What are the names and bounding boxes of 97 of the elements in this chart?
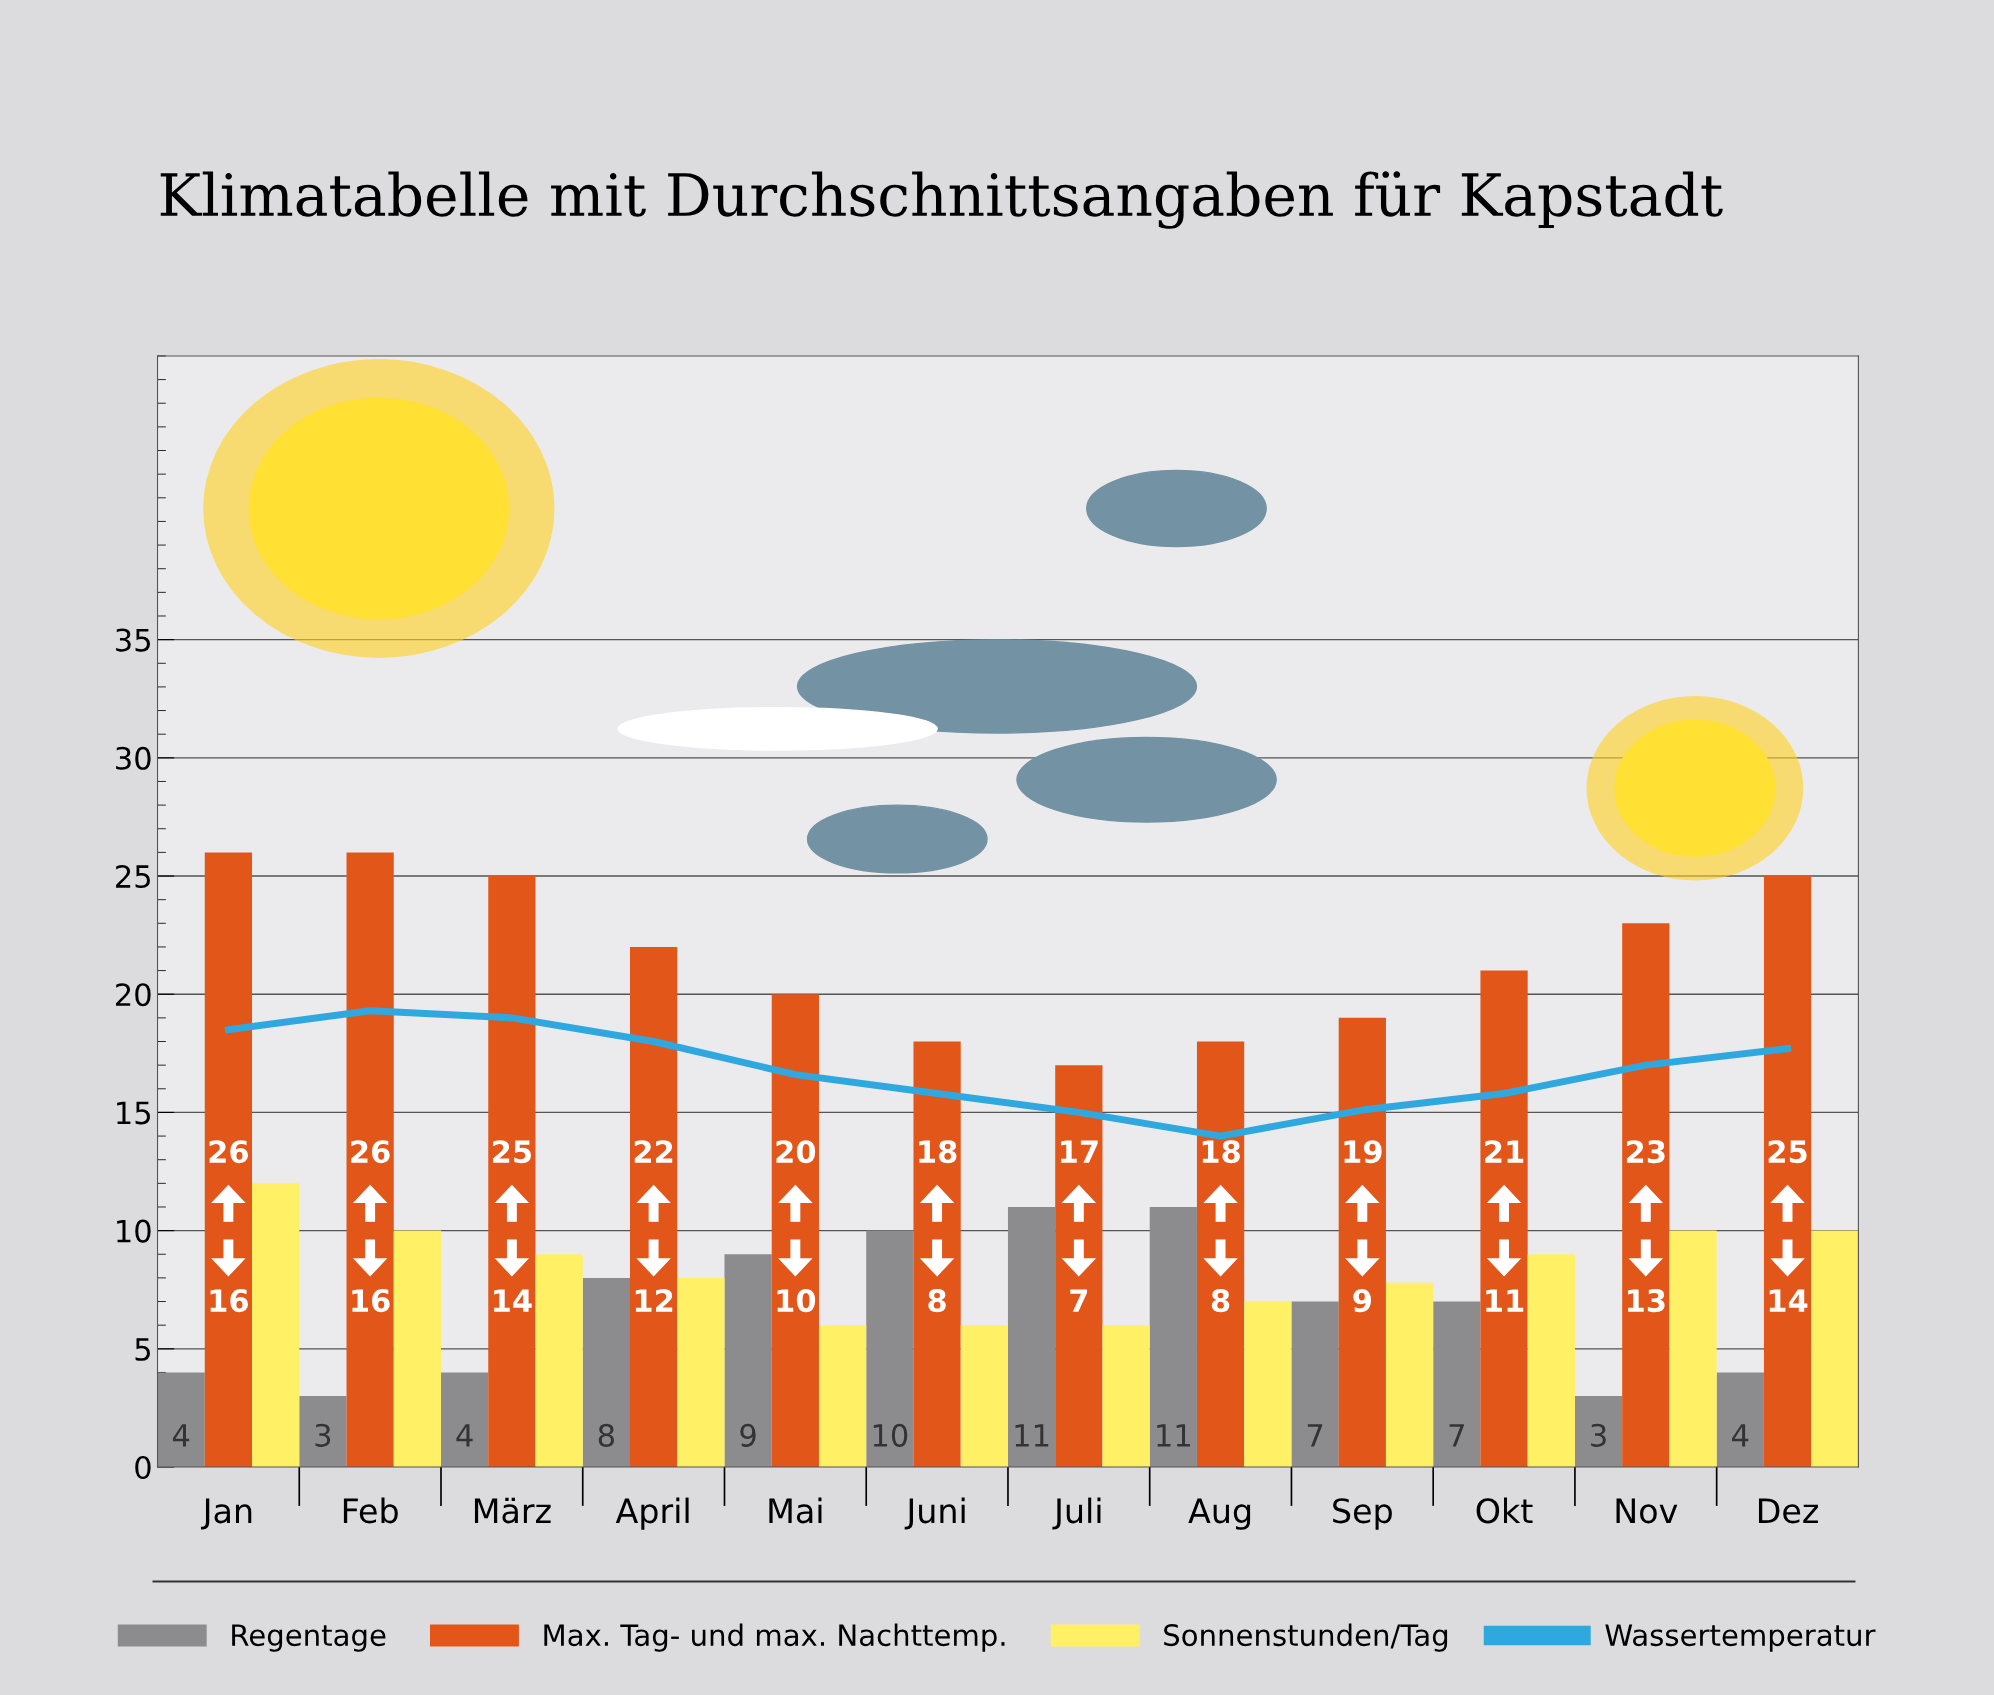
legend-label: Max. Tag- und max. Nachttemp. (544, 1623, 1005, 1652)
bar (677, 1277, 725, 1468)
annotation: 14 (1769, 1289, 1808, 1312)
legend-label: Regentage (232, 1624, 386, 1652)
y-tick-label: 5 (135, 1338, 150, 1361)
bar (299, 1396, 347, 1468)
bar (1055, 1065, 1103, 1468)
x-tick-label: Sep (1333, 1498, 1392, 1530)
legend-label: Wassertemperatur (1605, 1624, 1876, 1652)
x-tick-label: Feb (343, 1497, 398, 1524)
bar (1527, 1254, 1575, 1468)
bar (1338, 1017, 1386, 1468)
bar (204, 852, 253, 1468)
x-tick-label: Aug (1188, 1498, 1251, 1530)
y-tick-label: 30 (116, 746, 151, 770)
annotation: 16 (352, 1289, 390, 1313)
data-label: 3 (315, 1423, 331, 1447)
data-label: 23 (1626, 1140, 1665, 1164)
bar (346, 852, 394, 1468)
data-label: 25 (1768, 1140, 1807, 1164)
data-label: 17 (1061, 1140, 1098, 1163)
y-tick-label: 20 (116, 983, 151, 1007)
bar (1291, 1301, 1339, 1468)
x-tick-label: Juli (1052, 1497, 1101, 1530)
data-label: 21 (1485, 1140, 1524, 1163)
bar (1244, 1301, 1292, 1468)
data-label: 4 (456, 1424, 473, 1447)
bar (1385, 1282, 1434, 1468)
annotation: 8 (928, 1289, 946, 1313)
bar (629, 946, 678, 1468)
y-tick-label: 25 (116, 864, 150, 889)
bar (1102, 1325, 1150, 1468)
annotation: 9 (1353, 1289, 1371, 1313)
x-tick-label: März (474, 1497, 551, 1524)
bar (1480, 970, 1528, 1468)
bar (582, 1277, 630, 1468)
data-label: 11 (1015, 1424, 1049, 1447)
y-tick-label: 10 (117, 1219, 151, 1243)
y-tick-label: 0 (135, 1455, 151, 1480)
data-label: 9 (740, 1423, 756, 1447)
x-tick-label: Jan (200, 1498, 252, 1530)
bar (535, 1254, 583, 1468)
data-label: 20 (776, 1140, 816, 1164)
bar (1007, 1206, 1056, 1468)
bar (1433, 1301, 1481, 1468)
bar (1622, 923, 1670, 1468)
data-label: 10 (873, 1423, 908, 1447)
x-tick-label: Juni (904, 1497, 965, 1530)
legend-label: Sonnenstunden/Tag (1164, 1623, 1448, 1652)
chart-title: Klimatabelle mit Durchschnittsangaben für Kapstadt (160, 171, 1723, 229)
bar (1574, 1396, 1623, 1468)
annotation: 14 (494, 1289, 532, 1312)
data-label: 4 (1732, 1424, 1749, 1447)
bar (441, 1372, 489, 1468)
data-label: 4 (172, 1424, 190, 1447)
bar (1149, 1206, 1197, 1468)
bar (960, 1325, 1008, 1468)
data-label: 11 (1157, 1424, 1190, 1447)
bar (157, 1372, 205, 1468)
annotation: 12 (635, 1289, 673, 1312)
data-label: 25 (493, 1140, 531, 1164)
bar (488, 876, 536, 1468)
bar (1716, 1372, 1764, 1468)
data-label: 22 (634, 1140, 673, 1163)
x-tick-label: Dez (1758, 1498, 1818, 1524)
bar (913, 1041, 961, 1468)
bar (252, 1183, 300, 1468)
y-tick-label: 15 (117, 1101, 150, 1125)
y-tick-label: 35 (116, 628, 150, 652)
bar (818, 1325, 867, 1468)
data-label: 7 (1307, 1424, 1323, 1447)
bar (393, 1230, 442, 1468)
annotation: 13 (1627, 1289, 1665, 1313)
bar (724, 1254, 772, 1468)
data-label: 26 (209, 1140, 249, 1164)
data-label: 18 (919, 1140, 957, 1164)
annotation: 7 (1070, 1289, 1088, 1312)
data-label: 7 (1449, 1424, 1464, 1447)
annotation: 16 (210, 1289, 249, 1313)
data-label: 18 (1202, 1140, 1240, 1164)
x-tick-label: Okt (1476, 1497, 1533, 1524)
data-label: 26 (351, 1140, 390, 1164)
bar (1763, 876, 1812, 1468)
bar (1669, 1230, 1717, 1468)
x-tick-label: Mai (769, 1497, 822, 1524)
data-label: 19 (1344, 1140, 1382, 1164)
annotation: 10 (777, 1289, 816, 1313)
annotation: 11 (1486, 1289, 1524, 1312)
bar (1811, 1230, 1859, 1468)
bar (1196, 1041, 1245, 1468)
data-label: 3 (1591, 1423, 1606, 1447)
x-tick-label: Nov (1616, 1498, 1678, 1524)
data-label: 8 (598, 1423, 614, 1447)
bar (866, 1230, 914, 1468)
x-tick-label: April (615, 1497, 689, 1530)
bar (771, 994, 819, 1468)
annotation: 8 (1211, 1289, 1230, 1313)
